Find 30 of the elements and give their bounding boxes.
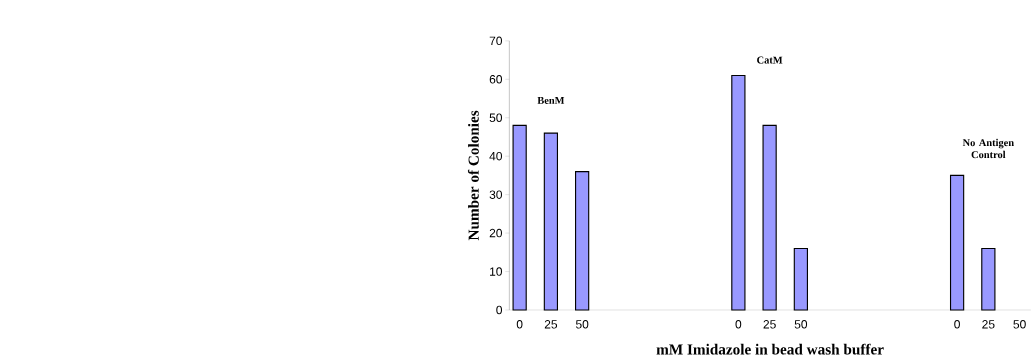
bar <box>731 74 746 311</box>
x-tick-label: 25 <box>763 319 776 329</box>
bar <box>793 247 808 311</box>
y-axis-title: Number of Colonies <box>467 110 479 241</box>
x-tick-label: 25 <box>544 319 558 329</box>
x-tick-label: 50 <box>794 319 808 329</box>
y-tick-label: 70 <box>489 36 503 45</box>
bar <box>949 174 965 311</box>
y-tick-label: 60 <box>489 74 503 84</box>
y-tick-label: 50 <box>489 113 503 122</box>
y-tick-label: 10 <box>490 267 503 276</box>
y-tick-label: 0 <box>496 305 503 315</box>
x-tick-label: 0 <box>954 319 960 329</box>
bar <box>543 132 559 311</box>
y-tick-label: 40 <box>489 151 503 161</box>
annotation: No Antigen Control <box>962 138 1014 159</box>
y-tick-label: 20 <box>489 228 503 238</box>
bar <box>512 124 527 311</box>
x-axis-title: mM Imidazole in bead wash buffer <box>656 343 884 355</box>
annotation: CatM <box>757 56 783 64</box>
annotation: BenM <box>537 96 565 104</box>
x-tick-label: 0 <box>735 319 742 329</box>
bar <box>762 124 777 311</box>
x-tick-label: 0 <box>516 319 523 329</box>
bar <box>981 247 996 311</box>
y-tick-label: 30 <box>489 190 503 199</box>
bar <box>575 170 590 311</box>
x-tick-label: 25 <box>982 319 995 329</box>
x-tick-label: 50 <box>1013 319 1026 329</box>
x-tick-label: 50 <box>575 319 589 329</box>
